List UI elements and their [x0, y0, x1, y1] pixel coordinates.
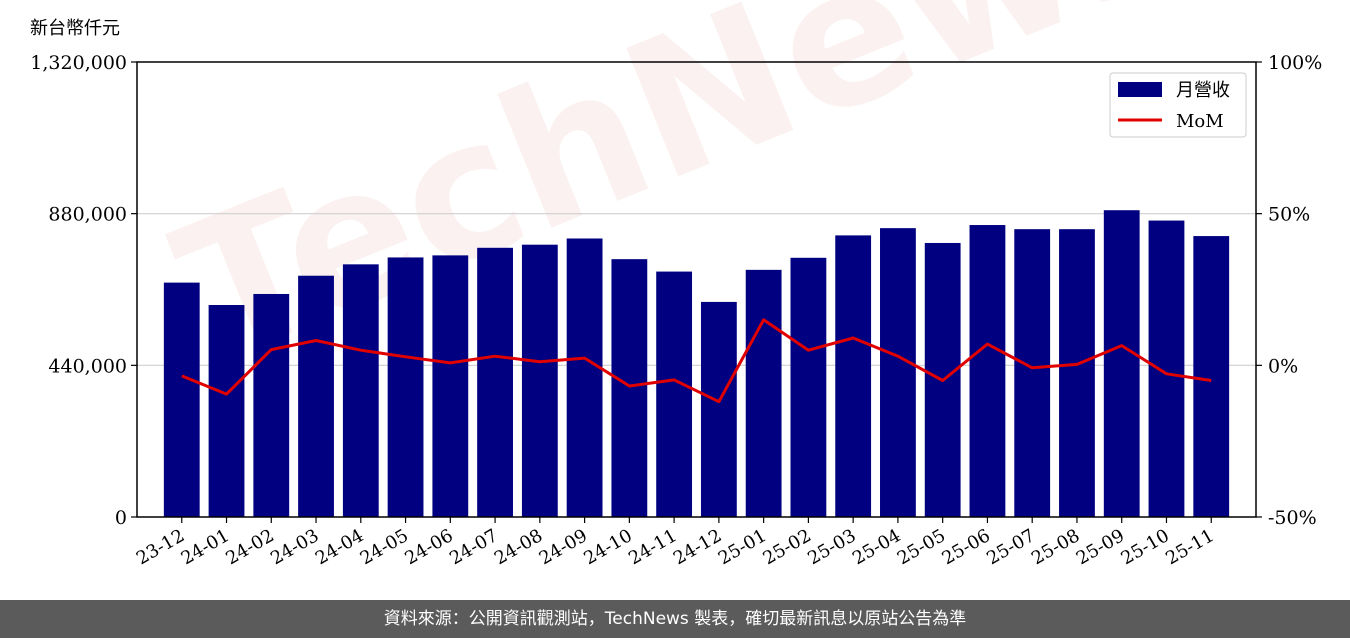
bar-24-04: [342, 264, 379, 517]
bar-25-04: [880, 228, 916, 518]
bar-25-01: [745, 269, 782, 517]
x-tick-label: 25-10: [1118, 525, 1173, 569]
footer-source-text: 資料來源：公開資訊觀測站，TechNews 製表，確切最新訊息以原站公告為準: [0, 600, 1350, 638]
left-tick-label: 0: [115, 507, 127, 529]
x-tick-label: 24-03: [267, 525, 322, 569]
x-tick-label: 25-03: [804, 525, 859, 569]
x-tick-label: 25-08: [1028, 525, 1083, 569]
right-tick-label: 0%: [1268, 355, 1298, 377]
x-tick-label: 24-06: [401, 525, 456, 569]
x-tick-label: 24-08: [491, 525, 546, 569]
bar-25-09: [1103, 210, 1140, 517]
x-tick-label: 25-09: [1073, 525, 1128, 569]
x-tick-label: 25-01: [715, 525, 770, 569]
bar-25-11: [1193, 236, 1230, 518]
bar-25-07: [1014, 229, 1051, 517]
x-tick-label: 25-07: [983, 525, 1038, 569]
x-tick-label: 25-04: [849, 525, 904, 569]
bar-24-01: [208, 305, 245, 517]
right-tick-label: -50%: [1268, 507, 1317, 529]
left-tick-label: 1,320,000: [30, 52, 127, 74]
legend-swatch-bar: [1118, 82, 1162, 97]
bar-24-03: [298, 275, 334, 517]
unit-label: 新台幣仟元: [30, 18, 120, 39]
x-tick-label: 24-10: [580, 525, 635, 569]
plot-frame: [136, 61, 1257, 518]
left-tick-label: 880,000: [48, 204, 127, 226]
bar-25-10: [1148, 220, 1185, 517]
mom-line: [181, 318, 1212, 404]
bar-25-02: [790, 257, 827, 517]
x-tick-label: 23-12: [133, 525, 188, 569]
x-tick-label: 24-07: [446, 525, 501, 569]
right-tick-label: 100%: [1268, 52, 1322, 74]
x-tick-label: 24-02: [222, 525, 277, 569]
bar-24-12: [700, 301, 737, 517]
left-tick-label: 440,000: [48, 355, 127, 377]
bar-25-08: [1059, 229, 1095, 517]
bar-24-06: [432, 255, 469, 517]
bar-25-03: [835, 235, 872, 517]
bar-24-10: [611, 259, 648, 517]
x-tick-label: 24-01: [178, 525, 233, 569]
x-tick-label: 25-05: [894, 525, 949, 569]
right-tick-label: 50%: [1268, 204, 1310, 226]
legend-label-revenue: 月營收: [1176, 80, 1230, 101]
x-tick-label: 24-04: [312, 525, 367, 569]
bar-24-05: [387, 257, 424, 517]
x-tick-label: 24-11: [625, 525, 680, 569]
legend-label-mom: MoM: [1176, 111, 1224, 132]
bar-24-09: [566, 238, 603, 517]
chart: 0 440,000 880,000 1,320,000 -50% 0% 50% 100% 23-…: [30, 52, 1322, 569]
bar-24-08: [521, 244, 558, 517]
x-tick-label: 24-12: [670, 525, 725, 569]
bar-24-07: [477, 247, 513, 517]
bar-25-06: [969, 225, 1006, 517]
bar-24-11: [656, 271, 693, 517]
bar-23-12: [163, 282, 200, 517]
x-tick-label: 24-05: [357, 525, 412, 569]
x-tick-label: 25-02: [759, 525, 814, 569]
bar-24-02: [253, 293, 290, 517]
x-tick-label: 25-06: [939, 525, 994, 569]
x-tick-label: 25-11: [1162, 525, 1217, 569]
x-tick-label: 24-09: [536, 525, 591, 569]
